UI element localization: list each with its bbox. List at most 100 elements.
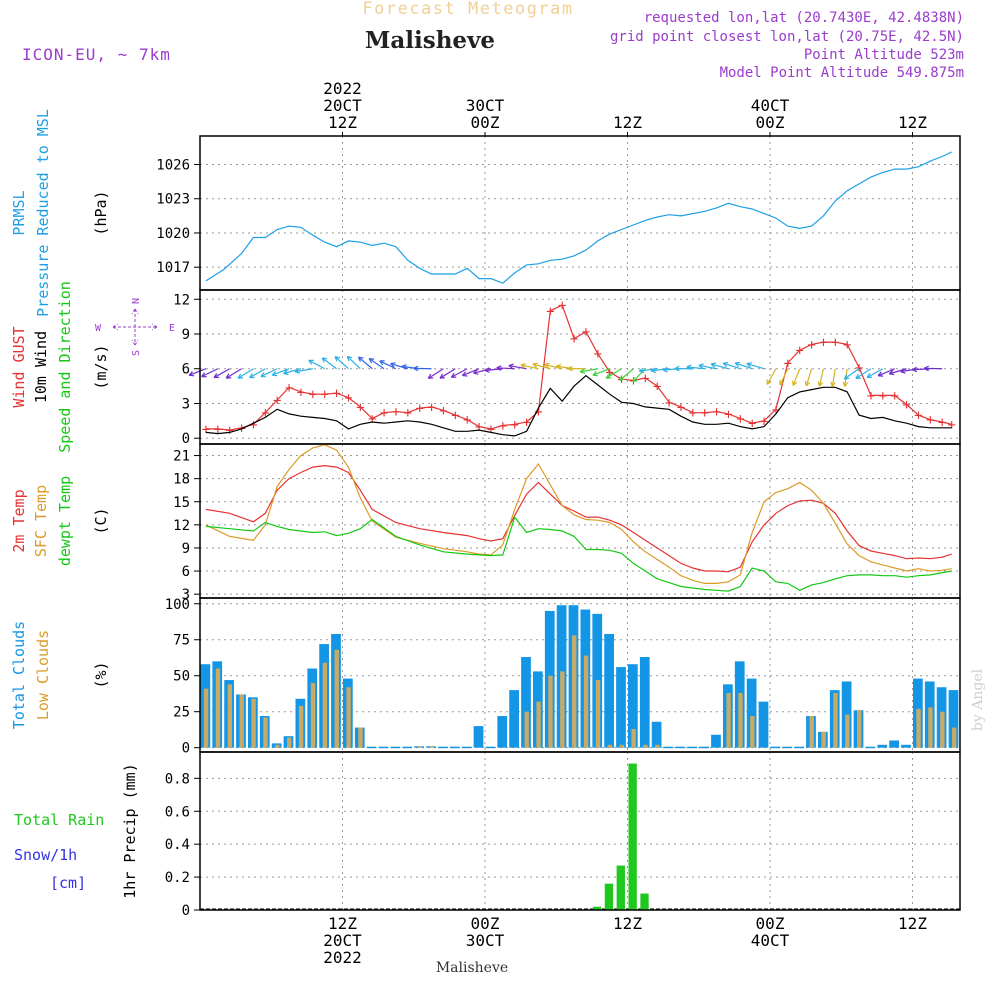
low-cloud-bar <box>299 706 303 748</box>
gust-marker: + <box>582 325 590 341</box>
top-time-label: 12Z <box>328 113 357 132</box>
gust-marker: + <box>427 400 435 416</box>
gust-marker: + <box>368 412 376 428</box>
gust-marker: + <box>309 387 317 403</box>
compass-north: N <box>131 298 142 304</box>
low-cloud-bar <box>631 729 635 748</box>
gust-marker: + <box>558 298 566 314</box>
precip-legend-1: Snow/1h <box>14 846 77 864</box>
requested-coords: requested lon,lat (20.7430E, 42.4838N) <box>644 10 964 26</box>
low-cloud-bar <box>536 702 540 748</box>
y-tick-label: 75 <box>173 633 190 649</box>
low-cloud-bar <box>525 712 529 748</box>
gust-marker: + <box>807 337 815 353</box>
gust-marker: + <box>214 422 222 438</box>
y-tick-label: 6 <box>182 564 190 580</box>
total-cloud-bar <box>640 657 650 748</box>
low-cloud-bar <box>620 745 624 748</box>
low-cloud-bar <box>263 717 267 747</box>
total-cloud-bar <box>438 747 448 749</box>
gust-marker: + <box>724 407 732 423</box>
low-cloud-bar <box>952 728 956 748</box>
total-cloud-bar <box>402 747 412 749</box>
y-tick-label: 12 <box>173 292 190 308</box>
total-cloud-bar <box>687 747 697 749</box>
y-axis-label: 1hr Precip (mm) <box>121 763 139 898</box>
model-altitude: Model Point Altitude 549.875m <box>720 65 964 81</box>
y-tick-label: 6 <box>182 362 190 378</box>
series-line <box>206 305 952 430</box>
series-line <box>206 152 952 283</box>
compass-east: E <box>169 323 175 334</box>
series-line <box>206 517 952 591</box>
low-cloud-bar <box>608 745 612 748</box>
y-tick-label: 18 <box>173 472 190 488</box>
y-axis-unit: (%) <box>92 661 110 688</box>
gust-marker: + <box>819 335 827 351</box>
y-tick-label: 1020 <box>156 226 190 242</box>
low-cloud-bar <box>287 738 291 748</box>
y-tick-label: 0 <box>182 903 190 919</box>
gust-marker: + <box>499 418 507 434</box>
low-cloud-bar <box>216 669 220 748</box>
gust-marker: + <box>594 347 602 363</box>
gust-marker: + <box>795 343 803 359</box>
gust-marker: + <box>712 405 720 421</box>
total-cloud-bar <box>699 747 709 749</box>
point-altitude: Point Altitude 523m <box>804 47 964 63</box>
low-cloud-bar <box>240 694 244 747</box>
total-cloud-bar <box>509 690 519 748</box>
total-cloud-bar <box>782 747 792 749</box>
y-tick-label: 0.4 <box>165 837 190 853</box>
gust-marker: + <box>475 420 483 436</box>
total-cloud-bar <box>462 747 472 749</box>
y-tick-label: 0 <box>182 741 190 757</box>
low-cloud-bar <box>916 709 920 748</box>
bottom-time-label: 30CT <box>466 931 505 950</box>
total-cloud-bar <box>771 747 781 749</box>
rain-bar <box>617 866 625 910</box>
gust-marker: + <box>947 417 955 433</box>
total-cloud-bar <box>486 747 496 749</box>
panel-frame <box>200 752 960 910</box>
total-cloud-bar <box>866 747 876 749</box>
top-time-label: 00Z <box>756 113 785 132</box>
gust-marker: + <box>522 415 530 431</box>
low-cloud-bar <box>643 745 647 748</box>
y-tick-label: 12 <box>173 518 190 534</box>
total-cloud-bar <box>616 667 626 748</box>
low-cloud-bar <box>418 746 422 747</box>
header: Forecast Meteogram Malisheve ICON-EU, ~ … <box>22 0 964 81</box>
gust-marker: + <box>451 408 459 424</box>
total-cloud-bar <box>367 747 377 749</box>
gust-marker: + <box>831 335 839 351</box>
gust-marker: + <box>415 401 423 417</box>
gust-marker: + <box>677 400 685 416</box>
gust-marker: + <box>332 386 340 402</box>
low-cloud-bar <box>940 712 944 748</box>
low-cloud-bar <box>346 687 350 747</box>
total-cloud-bar <box>889 740 899 747</box>
y-tick-label: 0.6 <box>165 804 190 820</box>
low-cloud-bar <box>251 699 255 748</box>
total-cloud-bar <box>877 745 887 748</box>
y-axis-label: SFC Temp <box>32 485 50 557</box>
low-cloud-bar <box>928 707 932 747</box>
rain-bar <box>629 764 637 910</box>
gust-marker: + <box>510 417 518 433</box>
footer-location: Malisheve <box>436 960 508 976</box>
total-cloud-bar <box>664 747 674 749</box>
gust-marker: + <box>463 413 471 429</box>
gust-marker: + <box>439 403 447 419</box>
precip-legend-2: [cm] <box>50 874 86 892</box>
low-cloud-bar <box>750 716 754 748</box>
low-cloud-bar <box>548 676 552 748</box>
bottom-time-label: 12Z <box>613 914 642 933</box>
y-tick-label: 15 <box>173 495 190 511</box>
time-axes: 202220CT12Z30CT00Z12Z40CT00Z12Z50CT00Z12… <box>323 79 1000 967</box>
total-cloud-bar <box>391 747 401 749</box>
